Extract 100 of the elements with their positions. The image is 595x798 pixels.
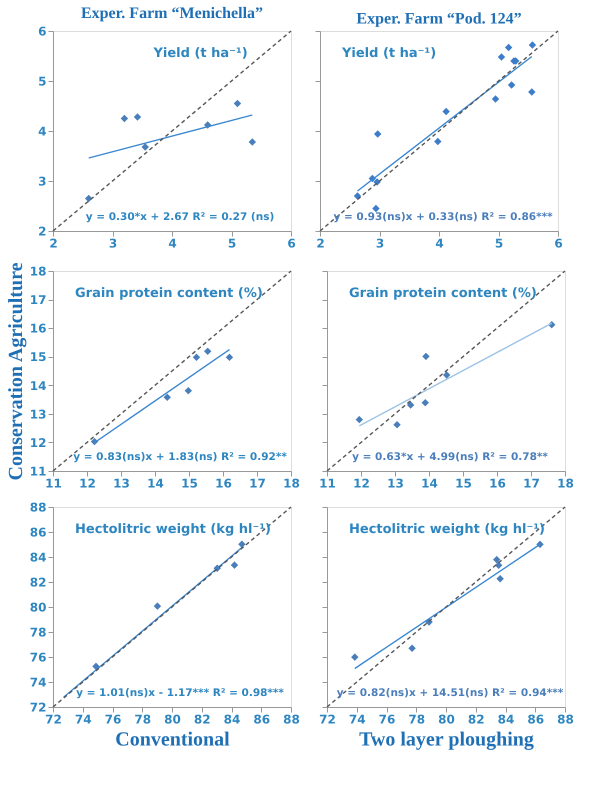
x-tick-label: 14 bbox=[147, 476, 164, 490]
x-tick-label: 6 bbox=[287, 236, 296, 250]
y-tick-label: 6 bbox=[38, 24, 46, 38]
point bbox=[238, 540, 246, 548]
x-tick-label: 86 bbox=[527, 712, 544, 726]
x-tick-label: 74 bbox=[74, 712, 92, 726]
point bbox=[134, 113, 142, 121]
x-tick-label: 84 bbox=[224, 712, 240, 726]
annotation: y = 0.82(ns)x + 14.51(ns) R² = 0.94*** bbox=[336, 687, 564, 699]
y-axis-title: Conservation Agriculture bbox=[4, 262, 27, 480]
point bbox=[248, 138, 256, 146]
point bbox=[351, 653, 359, 661]
y-tick-label: 12 bbox=[30, 436, 46, 450]
point bbox=[508, 81, 516, 89]
point bbox=[226, 354, 234, 361]
x-tick-label: 82 bbox=[194, 712, 211, 726]
y-tick-label: 17 bbox=[30, 293, 46, 308]
x-tick-label: 16 bbox=[215, 476, 232, 490]
x-tick-label: 12 bbox=[353, 476, 370, 490]
x-tick-label: 12 bbox=[79, 476, 96, 490]
x-tick-label: 88 bbox=[557, 712, 574, 726]
annotation: Yield (t ha⁻¹) bbox=[152, 46, 248, 61]
point bbox=[493, 556, 500, 564]
x-axis-title: Two layer ploughing bbox=[359, 728, 534, 750]
annotation: Hectolitric weight (kg hl⁻¹) bbox=[75, 522, 271, 537]
y-tick-label: 2 bbox=[38, 224, 46, 238]
x-tick-label: 80 bbox=[438, 712, 455, 726]
x-tick-label: 3 bbox=[108, 236, 118, 250]
point bbox=[92, 662, 100, 670]
x-tick-label: 18 bbox=[283, 476, 300, 490]
chart-title: Exper. Farm “Menichella” bbox=[80, 5, 264, 22]
x-tick-label: 18 bbox=[557, 476, 574, 490]
x-tick-label: 82 bbox=[468, 712, 485, 726]
x-tick-label: 5 bbox=[494, 236, 504, 250]
point bbox=[422, 352, 430, 360]
point bbox=[442, 108, 450, 116]
y-tick-label: 88 bbox=[30, 500, 46, 514]
point bbox=[372, 204, 380, 212]
x-tick-label: 3 bbox=[376, 236, 384, 250]
y-tick-label: 72 bbox=[30, 700, 46, 714]
y-tick-label: 74 bbox=[30, 676, 46, 690]
y-tick-label: 80 bbox=[30, 600, 46, 614]
x-tick-label: 78 bbox=[134, 712, 152, 726]
point bbox=[230, 561, 238, 569]
point bbox=[496, 575, 504, 582]
x-tick-label: 14 bbox=[421, 476, 438, 490]
annotation: Yield (t ha⁻¹) bbox=[341, 46, 436, 61]
point bbox=[408, 644, 416, 652]
x-tick-label: 88 bbox=[283, 712, 300, 726]
x-tick-label: 74 bbox=[348, 712, 366, 726]
x-tick-label: 84 bbox=[498, 712, 514, 726]
chart-title: Exper. Farm “Pod. 124” bbox=[356, 10, 522, 28]
point bbox=[120, 114, 128, 122]
point bbox=[356, 416, 364, 424]
x-tick-label: 17 bbox=[249, 476, 266, 490]
x-tick-label: 15 bbox=[181, 476, 198, 490]
x-tick-label: 4 bbox=[168, 236, 177, 250]
x-tick-label: 13 bbox=[113, 476, 130, 490]
point bbox=[373, 178, 381, 186]
x-tick-label: 72 bbox=[319, 712, 336, 726]
x-tick-label: 76 bbox=[378, 712, 396, 726]
annotation: y = 0.30*x + 2.67 R² = 0.27 (ns) bbox=[86, 211, 274, 223]
point bbox=[164, 394, 171, 401]
x-tick-label: 86 bbox=[253, 712, 270, 726]
annotation: Grain protein content (%) bbox=[349, 286, 537, 301]
x-axis-title: Conventional bbox=[115, 728, 230, 750]
annotation: y = 1.01(ns)x - 1.17*** R² = 0.98*** bbox=[76, 687, 284, 699]
point bbox=[528, 41, 536, 49]
point bbox=[422, 399, 429, 406]
point bbox=[494, 562, 502, 569]
y-tick-label: 82 bbox=[30, 576, 46, 590]
x-tick-label: 5 bbox=[228, 236, 236, 250]
x-tick-label: 2 bbox=[316, 236, 325, 250]
point bbox=[434, 138, 442, 146]
point bbox=[492, 95, 500, 103]
point bbox=[204, 348, 212, 355]
x-tick-label: 78 bbox=[408, 712, 426, 726]
x-tick-label: 17 bbox=[523, 476, 540, 490]
y-tick-label: 3 bbox=[38, 174, 46, 188]
x-tick-label: 13 bbox=[387, 476, 404, 490]
y-tick-label: 84 bbox=[30, 550, 46, 564]
point bbox=[393, 421, 401, 428]
annotation: Grain protein content (%) bbox=[75, 286, 263, 301]
y-tick-label: 18 bbox=[30, 264, 46, 278]
annotation: y = 0.63*x + 4.99(ns) R² = 0.78** bbox=[352, 451, 548, 463]
point bbox=[234, 100, 242, 108]
y-tick-label: 76 bbox=[30, 650, 46, 664]
x-tick-label: 4 bbox=[435, 236, 444, 250]
y-tick-label: 4 bbox=[38, 124, 46, 138]
point bbox=[504, 44, 512, 52]
x-tick-label: 2 bbox=[49, 236, 58, 250]
point bbox=[498, 53, 506, 61]
point bbox=[528, 88, 536, 96]
point bbox=[184, 387, 192, 394]
y-tick-label: 14 bbox=[30, 378, 46, 393]
y-tick-label: 5 bbox=[38, 74, 46, 88]
annotation: y = 0.83(ns)x + 1.83(ns) R² = 0.92** bbox=[73, 451, 288, 463]
y-tick-label: 11 bbox=[30, 464, 46, 478]
point bbox=[192, 354, 200, 361]
x-tick-label: 15 bbox=[455, 476, 472, 490]
